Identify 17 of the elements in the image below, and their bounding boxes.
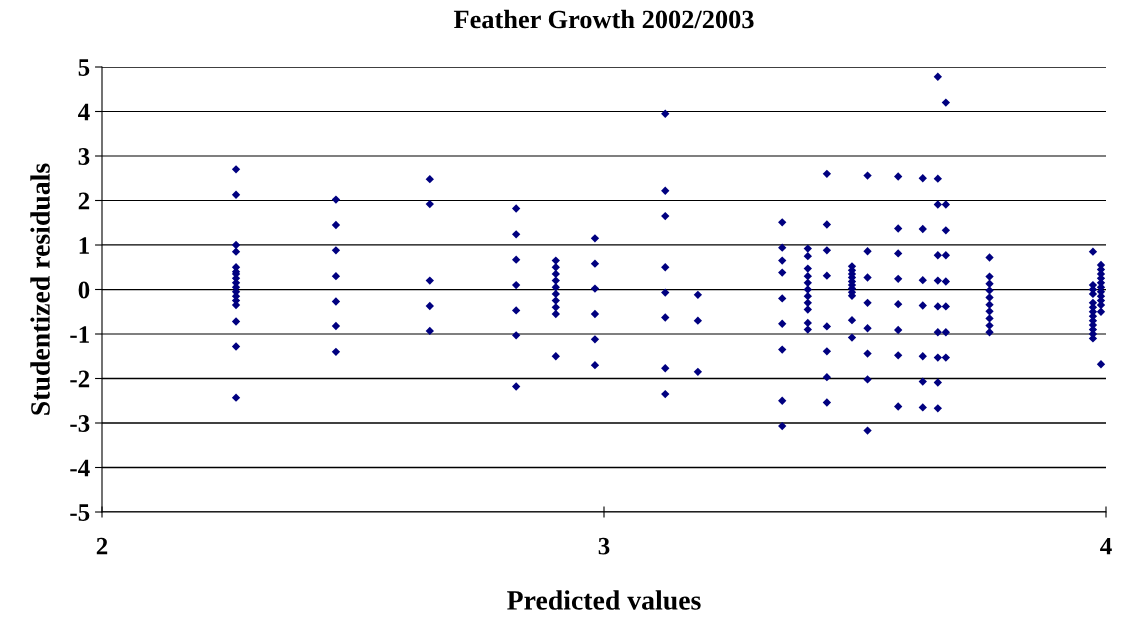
- y-tick-label: 0: [78, 281, 90, 299]
- x-axis-title: Predicted values: [507, 590, 701, 610]
- y-tick-label: -1: [70, 326, 89, 343]
- y-tick-label: 2: [78, 192, 90, 210]
- y-axis-title: Studentized residuals: [30, 163, 50, 415]
- chart-title: Feather Growth 2002/2003: [453, 9, 754, 29]
- y-tick-label: -5: [70, 504, 90, 521]
- y-tick-label: -3: [70, 415, 90, 432]
- y-tick-label: -4: [70, 459, 90, 477]
- y-tick-label: -2: [70, 370, 90, 388]
- y-tick-label: 5: [78, 59, 90, 76]
- y-tick-label: 3: [78, 148, 90, 165]
- x-tick-label: 3: [598, 537, 610, 555]
- y-tick-label: 4: [78, 103, 90, 121]
- y-tick-label: 1: [79, 237, 89, 254]
- x-tick-label: 2: [96, 537, 108, 555]
- x-tick-label: 4: [1100, 537, 1112, 555]
